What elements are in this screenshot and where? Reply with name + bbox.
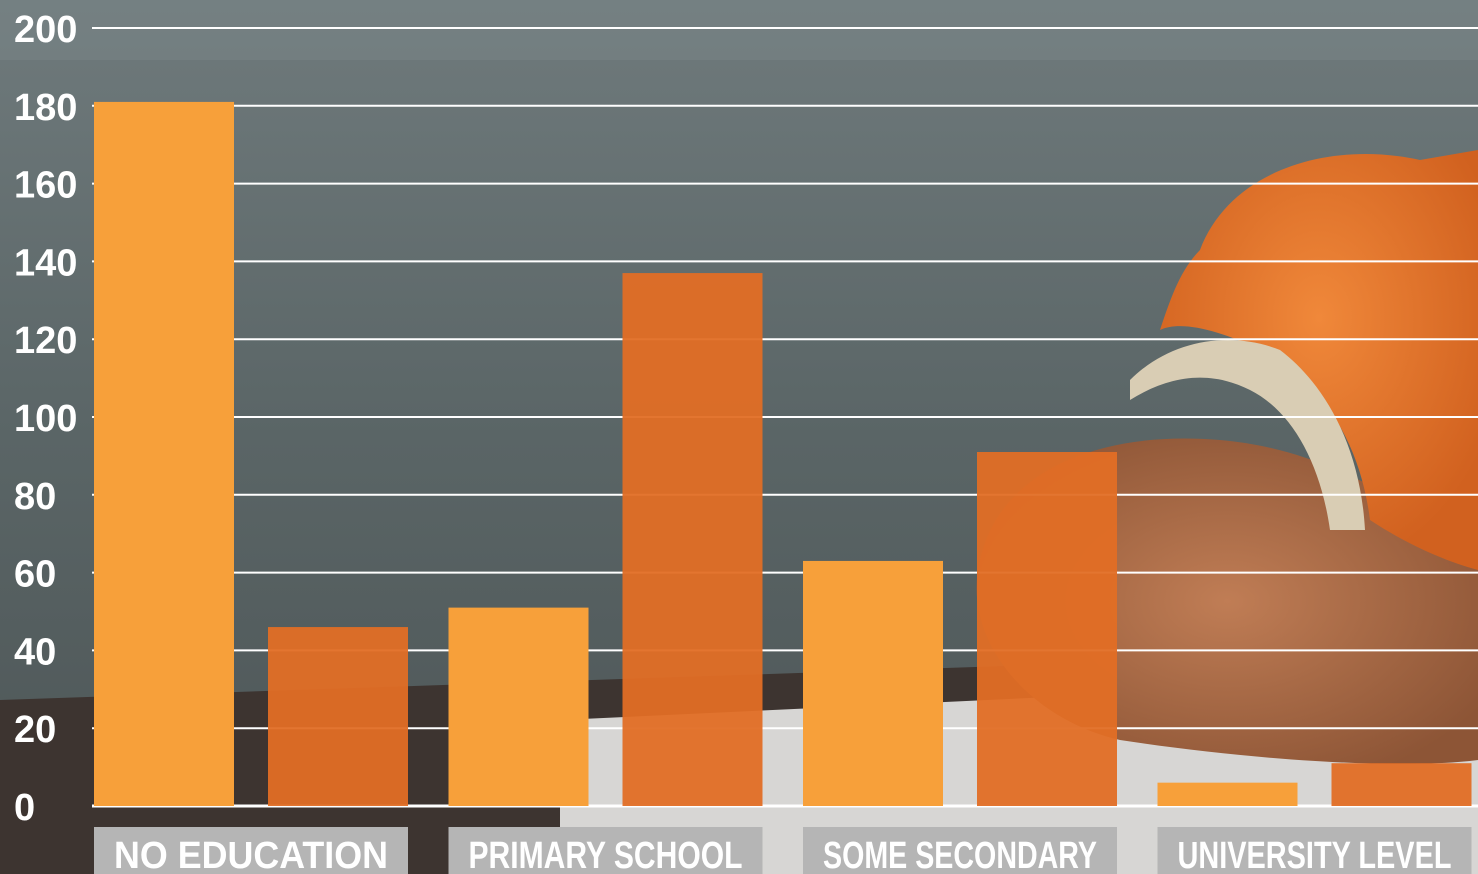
category-label-background: [803, 827, 1117, 874]
y-tick-label: 120: [14, 320, 77, 362]
category-labels: NO EDUCATION PRIMARY SCHOOL SOME SECONDARY…: [94, 827, 1472, 874]
category-label-background: [1157, 827, 1472, 874]
category-label: UNIVERSITY LEVEL: [1157, 827, 1472, 874]
bar: [622, 273, 763, 806]
category-label-text: PRIMARY SCHOOL: [469, 835, 743, 874]
category-label: NO EDUCATION: [94, 827, 408, 874]
bar: [1331, 763, 1472, 806]
y-tick-label: 40: [14, 631, 56, 673]
y-tick-label: 80: [14, 476, 56, 518]
category-label: SOME SECONDARY: [803, 827, 1117, 874]
category-label-background: [94, 827, 408, 874]
bar: [803, 560, 943, 806]
category-label-text: SOME SECONDARY: [823, 835, 1097, 874]
y-tick-label: 200: [14, 9, 77, 51]
y-tick-label: 0: [14, 787, 35, 829]
bar: [268, 627, 408, 806]
bar: [977, 452, 1117, 806]
y-tick-label: 160: [14, 165, 77, 207]
y-tick-label: 20: [14, 709, 56, 751]
y-tick-label: 140: [14, 242, 77, 284]
category-label-background: [448, 827, 763, 874]
bar: [448, 607, 589, 806]
category-label-text: NO EDUCATION: [114, 835, 388, 874]
category-label: PRIMARY SCHOOL: [448, 827, 763, 874]
y-axis-ticks: 0 20 40 60 80 100 120 140 160 180 200: [14, 9, 77, 829]
bar: [1157, 782, 1298, 806]
y-tick-label: 60: [14, 554, 56, 596]
category-label-text: UNIVERSITY LEVEL: [1178, 835, 1452, 874]
bars: [94, 101, 1472, 806]
y-tick-label: 180: [14, 87, 77, 129]
y-tick-label: 100: [14, 398, 77, 440]
bar: [94, 101, 234, 806]
